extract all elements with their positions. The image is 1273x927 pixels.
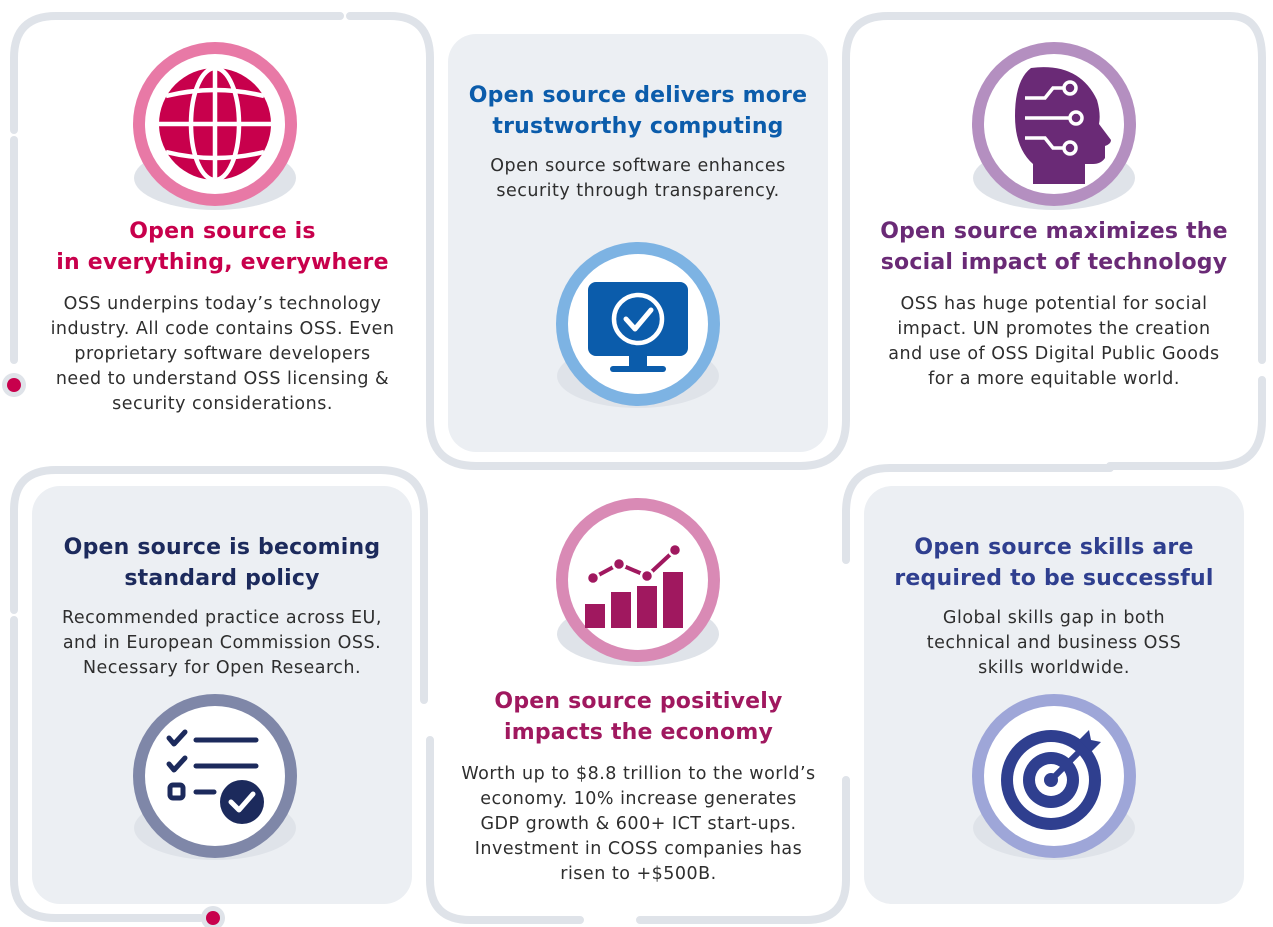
ai-head-icon: [971, 36, 1137, 216]
card-social-impact: Open source maximizes the social impact …: [862, 30, 1246, 450]
growth-chart-icon: [555, 492, 721, 672]
card-body: Recommended practice across EU, and in E…: [62, 608, 382, 678]
secure-monitor-icon: [555, 242, 721, 422]
card-everything-everywhere: Open source is in everything, everywhere…: [30, 30, 415, 450]
card-body: Global skills gap in both technical and …: [926, 608, 1182, 678]
card-title: Open source positively impacts the econo…: [494, 689, 783, 745]
card-title: Open source is in everything, everywhere: [56, 219, 389, 275]
card-trustworthy-computing: Open source delivers more trustworthy co…: [448, 34, 828, 452]
card-title: Open source maximizes the social impact …: [880, 219, 1228, 275]
target-icon: [971, 694, 1137, 874]
checklist-icon: [132, 694, 298, 874]
card-economy: Open source positively impacts the econo…: [446, 490, 831, 910]
accent-dot: [206, 911, 220, 925]
card-standard-policy: Open source is becoming standard policy …: [32, 486, 412, 904]
card-title: Open source skills are required to be su…: [894, 535, 1214, 591]
card-body: OSS underpins today’s technology industr…: [50, 294, 395, 414]
card-title: Open source delivers more trustworthy co…: [468, 83, 808, 139]
card-skills: Open source skills are required to be su…: [864, 486, 1244, 904]
card-body: Worth up to $8.8 trillion to the world’s…: [461, 764, 816, 884]
card-body: Open source software enhances security t…: [490, 156, 786, 201]
accent-dot: [7, 378, 21, 392]
globe-icon: [132, 36, 298, 216]
card-title: Open source is becoming standard policy: [63, 535, 381, 591]
card-body: OSS has huge potential for social impact…: [888, 294, 1220, 389]
